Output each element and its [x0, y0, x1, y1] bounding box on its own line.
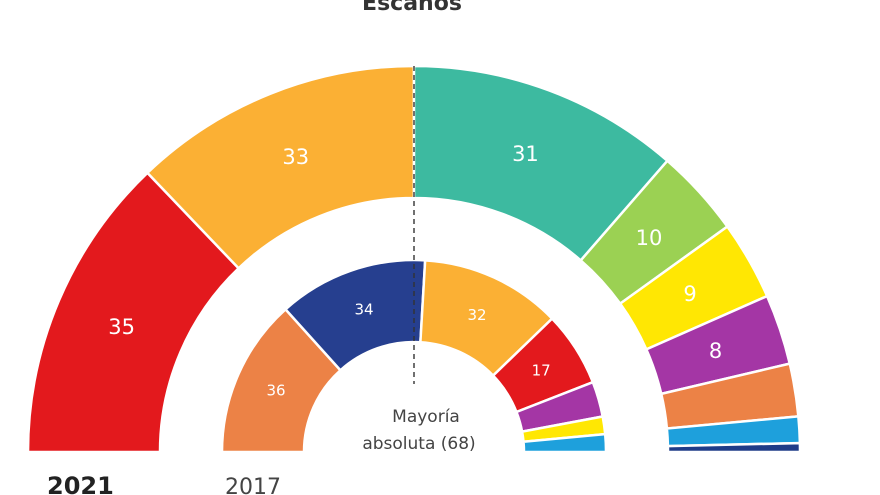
majority-label-line2: absoluta (68) [362, 434, 475, 454]
inner-ring-2017-value-label: 17 [532, 361, 551, 379]
inner-ring-2017-segment [522, 432, 608, 454]
majority-label-line1: Mayoría [392, 407, 460, 427]
year-label-2017: 2017 [225, 475, 281, 495]
year-label-2021: 2021 [47, 472, 114, 495]
outer-ring-2021-value-label: 10 [636, 226, 663, 250]
outer-ring-2021-segment [666, 441, 802, 454]
outer-ring-2021-value-label: 9 [683, 282, 696, 306]
outer-ring-2021: 35 33 31 10 9 8 [26, 64, 802, 454]
outer-ring-2021-value-label: 33 [282, 145, 309, 169]
inner-ring-2017: 36 34 32 17 [220, 258, 608, 454]
inner-ring-2017-value-label: 36 [267, 382, 286, 400]
inner-ring-2017-value-label: 32 [467, 306, 486, 324]
inner-ring-2017-value-label: 34 [354, 301, 373, 319]
outer-ring-2021-value-label: 35 [108, 315, 135, 339]
outer-ring-2021-value-label: 31 [512, 142, 539, 166]
outer-ring-2021-value-label: 8 [709, 339, 722, 363]
chart-title: Escaños [362, 0, 462, 16]
